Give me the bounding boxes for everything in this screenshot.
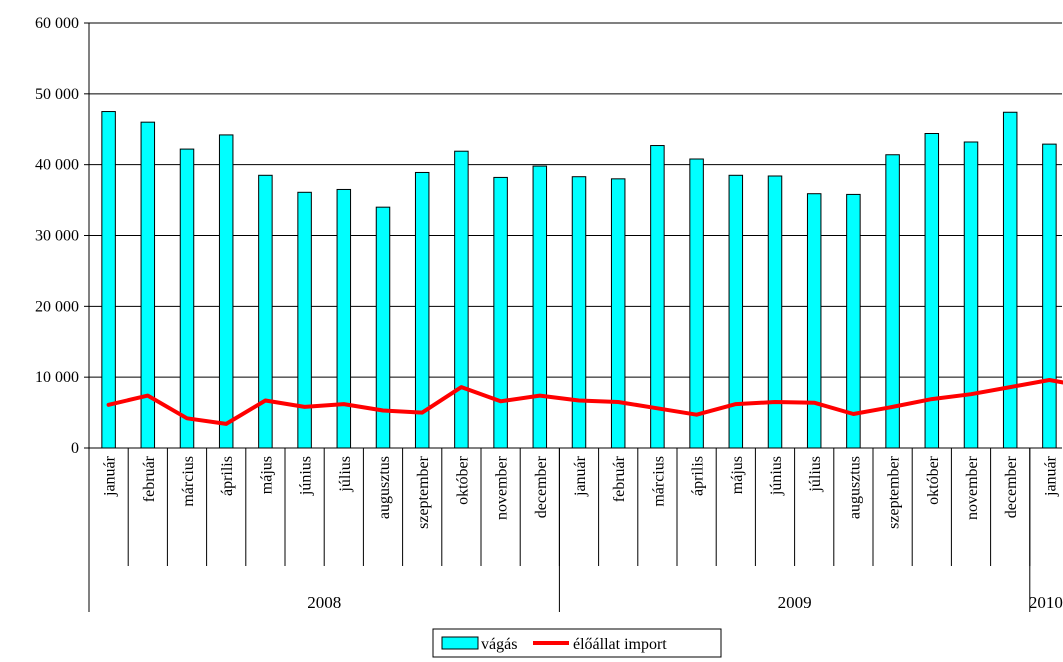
legend-box (432, 628, 722, 658)
legend-swatch-vagas (441, 636, 479, 650)
x-category-label: június (298, 456, 315, 496)
y-tick-label: 60 000 (35, 15, 79, 32)
line-series-eloallat-import (106, 378, 1063, 426)
year-label: 2009 (778, 593, 812, 612)
bar-vagas (963, 141, 979, 449)
line-eloallat-import (106, 378, 1063, 426)
bar-vagas (571, 176, 587, 449)
bar-vagas (493, 176, 508, 449)
bar-vagas (846, 193, 861, 449)
y-tick-label: 10 000 (35, 369, 79, 386)
x-category-label: július (337, 456, 354, 493)
x-category-label: február (141, 455, 158, 502)
legend: vágás élőállat import (432, 628, 722, 658)
x-category-label: szeptember (415, 455, 432, 529)
x-category-label: március (650, 456, 667, 507)
bar-vagas (610, 178, 626, 449)
x-category-label: január (572, 455, 589, 497)
year-label: 2008 (307, 593, 341, 612)
y-tick-label: 50 000 (35, 86, 79, 103)
bar-vagas (336, 188, 352, 449)
x-category-label: június (768, 456, 785, 496)
y-tick-labels: 0 10 000 20 000 30 000 40 000 50 000 60 000 (35, 15, 79, 457)
x-category-label: augusztus (846, 456, 863, 519)
x-category-label: április (690, 456, 707, 496)
year-label: 2010 (1029, 593, 1063, 612)
legend-label-vagas: vágás (481, 636, 517, 653)
bar-vagas (767, 175, 783, 449)
y-tick-label: 20 000 (35, 298, 79, 315)
x-category-label: november (964, 455, 981, 520)
year-labels: 2008 2009 2010 (307, 593, 1063, 612)
legend-label-eloallat-import: élőállat import (573, 636, 667, 653)
bar-vagas (1042, 143, 1057, 449)
bar-vagas (297, 191, 312, 449)
x-category-label: január (1042, 455, 1059, 497)
bar-vagas (258, 174, 273, 449)
x-category-label: szeptember (886, 455, 903, 529)
x-category-label: április (219, 456, 236, 496)
bar-vagas (454, 150, 469, 449)
x-category-label: október (454, 455, 471, 505)
x-category-label: március (180, 456, 197, 507)
bar-vagas (1002, 111, 1018, 449)
bars-vagas (101, 111, 1057, 449)
x-category-label: január (102, 455, 119, 497)
x-category-label: november (494, 455, 511, 520)
x-category-labels: január február március április május június jú… (102, 455, 1060, 529)
y-tick-label: 0 (71, 440, 79, 457)
bar-vagas (414, 171, 430, 449)
x-category-label: május (729, 456, 746, 494)
y-tick-label: 40 000 (35, 157, 79, 174)
bar-vagas (650, 145, 665, 449)
y-tick-label: 30 000 (35, 228, 79, 245)
bar-vagas (218, 134, 234, 449)
x-category-label: május (258, 456, 275, 494)
bar-vagas (532, 165, 548, 449)
x-category-label: augusztus (376, 456, 393, 519)
x-category-label: július (807, 456, 824, 493)
bar-vagas (806, 193, 822, 449)
x-category-label: október (925, 455, 942, 505)
bar-vagas (179, 148, 195, 449)
x-category-label: február (611, 455, 628, 502)
axes (84, 22, 1062, 612)
x-category-label: december (1003, 455, 1020, 518)
x-category-label: december (533, 455, 550, 518)
bar-vagas (689, 158, 704, 449)
bar-vagas (101, 111, 116, 449)
